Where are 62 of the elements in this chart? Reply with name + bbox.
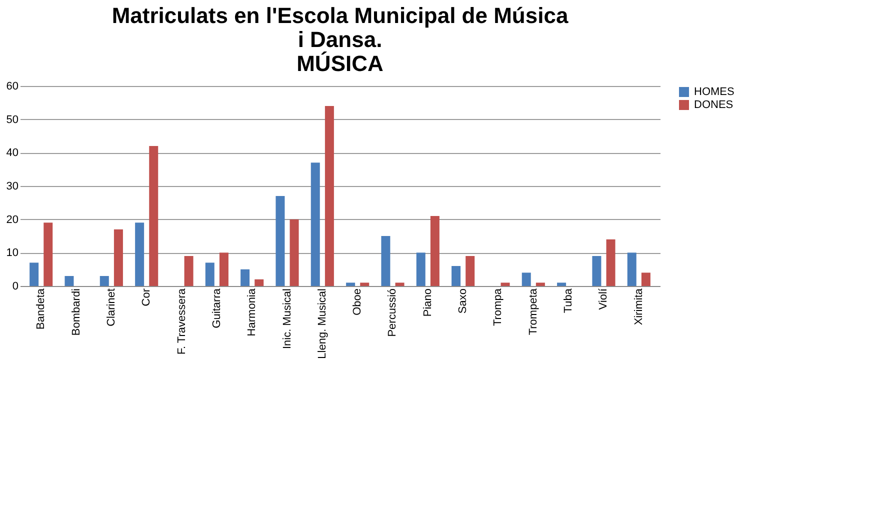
bar [641, 272, 650, 286]
y-tick-label: 50 [6, 114, 18, 126]
text: Matriculats en l'Escola Municipal de Música [112, 3, 568, 28]
bar [310, 162, 320, 286]
bar [346, 282, 356, 286]
bar [240, 269, 250, 286]
y-tick-label: 40 [6, 147, 18, 160]
x-tick-label: Saxo [457, 288, 470, 314]
x-tick-label: Lleng. Musical [316, 288, 328, 359]
bar [276, 196, 285, 286]
bar [452, 266, 461, 286]
y-tick-label: 20 [6, 214, 18, 226]
bar [381, 236, 390, 286]
x-tick-label: Bandeta [35, 288, 48, 330]
x-tick-label: Oboe [352, 288, 364, 316]
bar [254, 279, 264, 286]
x-tick-label: Guitarra [210, 288, 223, 328]
x-tick-label: Percussió [386, 288, 399, 337]
bar [324, 106, 334, 286]
y-tick-label: 30 [6, 180, 18, 192]
bar [522, 272, 531, 286]
x-tick-label: Violí [598, 288, 610, 310]
bar [592, 256, 602, 286]
bar [219, 252, 228, 286]
bar [430, 216, 440, 286]
x-tick-label: Clarinet [105, 288, 118, 326]
bar [606, 239, 616, 286]
y-tick-label: 10 [6, 247, 18, 260]
x-tick-label: Inic. Musical [281, 288, 294, 350]
x-tick-label: Bombardi [70, 288, 82, 336]
bar [627, 252, 636, 286]
bar [30, 262, 39, 286]
bar [100, 276, 109, 286]
x-tick-label: Harmonia [246, 288, 258, 336]
bar [416, 252, 426, 286]
x-tick-label: Trompa [492, 288, 504, 326]
x-tick-label: Piano [422, 288, 434, 317]
y-tick-label: 0 [12, 280, 18, 292]
bar [360, 282, 370, 286]
text: MÚSICA [296, 51, 384, 76]
bar [205, 262, 214, 286]
bar [395, 282, 404, 286]
bar [64, 276, 74, 286]
bar [114, 229, 123, 286]
x-tick-label: Cor [140, 288, 153, 306]
bar [44, 222, 53, 286]
x-tick-label: Trompeta [527, 288, 540, 336]
x-tick-label: Tuba [562, 288, 575, 314]
bar [466, 256, 475, 286]
bar [184, 256, 194, 286]
bar [500, 282, 510, 286]
text: i Dansa. [298, 27, 382, 52]
x-tick-label: F. Travessera [176, 288, 188, 355]
bar [135, 222, 144, 286]
legend-label: DONES [694, 99, 734, 111]
bar [290, 219, 299, 286]
x-tick-label: Xirimita [632, 288, 645, 326]
legend-label: HOMES [694, 86, 734, 98]
bar [149, 146, 158, 286]
bar [557, 282, 566, 286]
y-tick-label: 60 [6, 80, 18, 92]
bar [536, 282, 545, 286]
